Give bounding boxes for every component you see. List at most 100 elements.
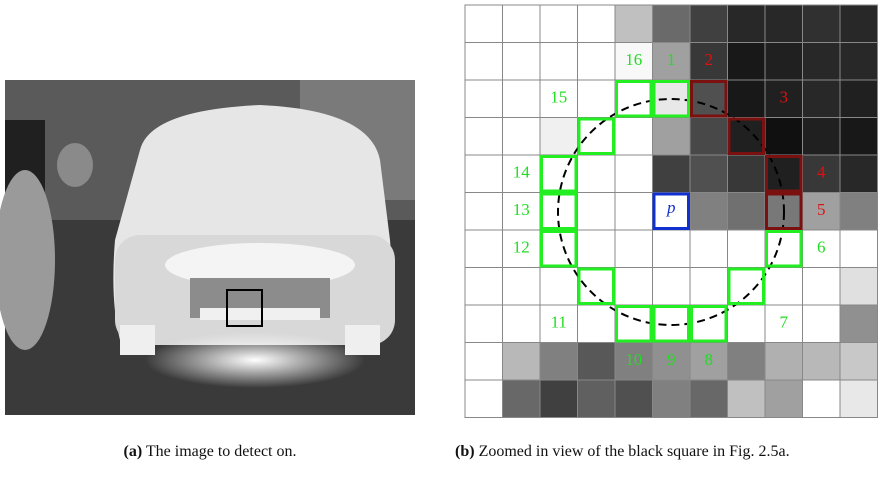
pixel bbox=[540, 118, 578, 156]
pixel bbox=[765, 43, 803, 81]
pixel bbox=[728, 230, 766, 268]
pixel bbox=[578, 343, 616, 381]
pixel bbox=[465, 380, 503, 418]
pixel bbox=[728, 268, 766, 306]
pixel-label: 3 bbox=[780, 88, 789, 107]
pixel bbox=[840, 80, 878, 118]
center-label: p bbox=[666, 198, 676, 217]
pixel-label: 11 bbox=[551, 313, 567, 332]
pixel bbox=[615, 80, 653, 118]
pixel bbox=[578, 380, 616, 418]
pixel-label: 14 bbox=[513, 163, 531, 182]
caption-tag: (a) bbox=[124, 443, 143, 460]
pixel bbox=[503, 118, 541, 156]
pixel bbox=[765, 5, 803, 43]
pixel bbox=[765, 380, 803, 418]
pixel bbox=[615, 155, 653, 193]
pixel bbox=[840, 230, 878, 268]
pixel bbox=[540, 380, 578, 418]
pixel bbox=[540, 43, 578, 81]
pixel bbox=[615, 268, 653, 306]
pixel bbox=[653, 118, 691, 156]
pixel bbox=[765, 230, 803, 268]
pixel bbox=[690, 268, 728, 306]
pixel bbox=[465, 343, 503, 381]
pixel bbox=[840, 118, 878, 156]
pixel bbox=[840, 268, 878, 306]
pixel bbox=[803, 343, 841, 381]
pixel bbox=[653, 80, 691, 118]
pixel bbox=[615, 380, 653, 418]
pixel bbox=[653, 5, 691, 43]
pixel-label: 10 bbox=[625, 350, 642, 369]
pixel bbox=[728, 118, 766, 156]
pixel bbox=[690, 155, 728, 193]
pixel bbox=[503, 43, 541, 81]
pixel bbox=[465, 193, 503, 231]
pixel bbox=[653, 230, 691, 268]
pixel bbox=[578, 5, 616, 43]
pixel bbox=[578, 230, 616, 268]
pixel bbox=[465, 5, 503, 43]
pixel bbox=[578, 43, 616, 81]
pixel bbox=[503, 380, 541, 418]
pixel bbox=[540, 230, 578, 268]
pixel bbox=[465, 43, 503, 81]
pixel-label: 8 bbox=[705, 350, 714, 369]
caption-a: (a) The image to detect on. bbox=[0, 440, 420, 464]
pixel bbox=[690, 118, 728, 156]
pixel bbox=[465, 230, 503, 268]
pixel bbox=[840, 380, 878, 418]
pixel bbox=[503, 343, 541, 381]
pixel-label: 4 bbox=[817, 163, 826, 182]
pixel bbox=[578, 155, 616, 193]
caption-tag: (b) bbox=[455, 443, 475, 460]
pixel bbox=[540, 268, 578, 306]
pixel bbox=[653, 155, 691, 193]
pixel-label: 9 bbox=[667, 350, 676, 369]
pixel bbox=[615, 193, 653, 231]
pixel-label: 15 bbox=[550, 88, 567, 107]
pixel bbox=[540, 5, 578, 43]
pixel bbox=[465, 80, 503, 118]
pixel bbox=[465, 118, 503, 156]
pixel-label: 1 bbox=[667, 50, 676, 69]
pixel bbox=[840, 343, 878, 381]
caption-text: Zoomed in view of the black square in Fi… bbox=[479, 443, 790, 460]
pixel bbox=[803, 268, 841, 306]
pixel bbox=[465, 155, 503, 193]
pixel bbox=[578, 118, 616, 156]
pixel bbox=[765, 268, 803, 306]
pixel bbox=[803, 43, 841, 81]
pixel bbox=[840, 193, 878, 231]
pixel bbox=[840, 43, 878, 81]
pixel-label: 6 bbox=[817, 238, 826, 257]
pixel bbox=[690, 380, 728, 418]
pixel bbox=[728, 80, 766, 118]
pixel bbox=[690, 305, 728, 343]
pixel bbox=[615, 5, 653, 43]
pixel bbox=[803, 118, 841, 156]
page: 12345678910111213141516p (a) The image t… bbox=[0, 0, 891, 492]
pixel bbox=[690, 230, 728, 268]
pixel bbox=[653, 268, 691, 306]
pixel bbox=[578, 193, 616, 231]
pixel bbox=[615, 230, 653, 268]
pixel bbox=[503, 80, 541, 118]
pixel bbox=[803, 5, 841, 43]
pixel bbox=[728, 155, 766, 193]
pixel bbox=[615, 305, 653, 343]
pixel bbox=[653, 380, 691, 418]
thermal-image bbox=[0, 80, 415, 415]
pixel bbox=[728, 343, 766, 381]
pixel bbox=[728, 5, 766, 43]
pixel bbox=[615, 118, 653, 156]
pixel bbox=[465, 268, 503, 306]
pixel bbox=[840, 155, 878, 193]
pixel-label: 16 bbox=[625, 50, 642, 69]
pixel bbox=[465, 305, 503, 343]
pixel-label: 7 bbox=[780, 313, 789, 332]
pixel bbox=[540, 343, 578, 381]
pixel bbox=[803, 80, 841, 118]
pixel bbox=[728, 43, 766, 81]
